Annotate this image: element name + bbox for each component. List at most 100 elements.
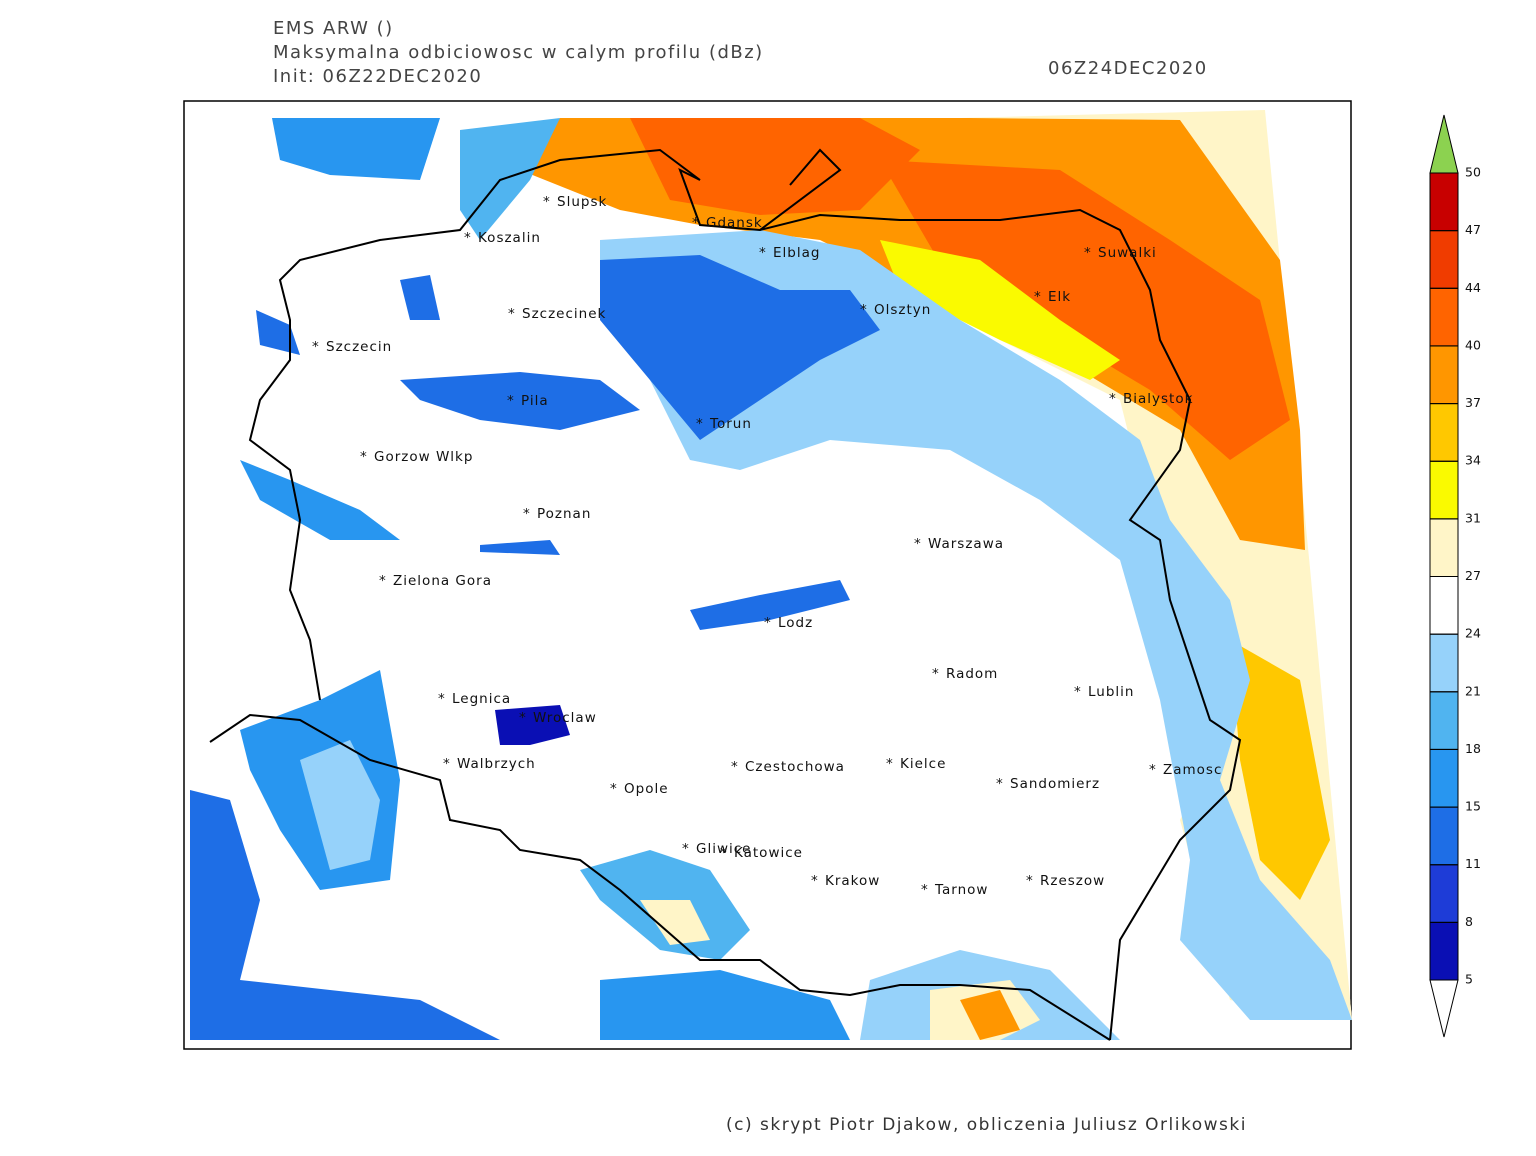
city-marker: * — [1084, 245, 1092, 261]
map-area — [183, 100, 1352, 1050]
city-marker: * — [507, 393, 515, 409]
city-marker: * — [464, 230, 472, 246]
colorbar-below — [1429, 979, 1459, 1038]
colorbar-label: 37 — [1465, 395, 1481, 410]
colorbar-band — [1429, 287, 1459, 347]
city-marker: * — [682, 841, 690, 857]
city-marker: * — [443, 756, 451, 772]
city-label: Wroclaw — [533, 710, 597, 726]
colorbar-band — [1429, 864, 1459, 923]
colorbar-label: 11 — [1465, 856, 1481, 871]
colorbar-label: 40 — [1465, 337, 1481, 352]
colorbar-above — [1429, 114, 1459, 174]
colorbar-label: 50 — [1465, 165, 1481, 180]
valid-time: 06Z24DEC2020 — [1048, 58, 1208, 79]
colorbar-label: 18 — [1465, 741, 1481, 756]
colorbar-band — [1429, 172, 1459, 232]
colorbar-band — [1429, 345, 1459, 405]
city-label: Warszawa — [928, 536, 1004, 552]
colorbar-label: 8 — [1465, 914, 1473, 929]
city-label: Olsztyn — [874, 302, 931, 318]
city-marker: * — [914, 536, 922, 552]
model-title: EMS ARW () — [273, 18, 394, 39]
colorbar-band — [1429, 576, 1459, 635]
city-label: Gdansk — [706, 215, 763, 231]
city-label: Radom — [946, 666, 998, 682]
colorbar-band — [1429, 518, 1459, 577]
city-marker: * — [610, 781, 618, 797]
city-label: Bialystok — [1123, 391, 1193, 407]
city-label: Pila — [521, 393, 549, 409]
init-time: Init: 06Z22DEC2020 — [273, 66, 482, 87]
colorbar-band — [1429, 748, 1459, 808]
city-marker: * — [886, 756, 894, 772]
city-marker: * — [523, 506, 531, 522]
colorbar-label: 34 — [1465, 453, 1481, 468]
city-label: Szczecin — [326, 339, 392, 355]
city-marker: * — [312, 339, 320, 355]
city-marker: * — [860, 302, 868, 318]
city-label: Elk — [1048, 289, 1071, 305]
city-label: Walbrzych — [457, 756, 536, 772]
city-label: Czestochowa — [745, 759, 845, 775]
city-label: Slupsk — [557, 194, 607, 210]
city-label: Gorzow Wlkp — [374, 449, 473, 465]
city-marker: * — [921, 882, 929, 898]
footer-credit: (c) skrypt Piotr Djakow, obliczenia Juli… — [726, 1115, 1247, 1135]
city-label: Koszalin — [478, 230, 541, 246]
city-marker: * — [508, 306, 516, 322]
city-label: Sandomierz — [1010, 776, 1100, 792]
city-label: Legnica — [452, 691, 511, 707]
city-label: Torun — [709, 416, 752, 432]
colorbar-band — [1429, 921, 1459, 981]
colorbar: 5 8 11 15 18 21 24 27 31 34 37 40 44 47 50 — [1429, 114, 1481, 1038]
colorbar-band — [1429, 806, 1459, 866]
city-marker: * — [731, 759, 739, 775]
city-label: Suwalki — [1098, 245, 1157, 261]
city-marker: * — [764, 615, 772, 631]
city-label: Gliwice — [696, 841, 751, 857]
city-marker: * — [932, 666, 940, 682]
city-marker: * — [996, 776, 1004, 792]
city-marker: * — [1074, 684, 1082, 700]
colorbar-band — [1429, 230, 1459, 289]
city-marker: * — [519, 710, 527, 726]
colorbar-label: 21 — [1465, 683, 1481, 698]
city-marker: * — [696, 416, 704, 432]
colorbar-label: 31 — [1465, 510, 1481, 525]
city-label: Zamosc — [1163, 762, 1222, 778]
colorbar-label: 24 — [1465, 626, 1481, 641]
city-label: Poznan — [537, 506, 591, 522]
colorbar-label: 44 — [1465, 280, 1481, 295]
city-label: Elblag — [773, 245, 820, 261]
city-label: Katowice — [734, 845, 803, 861]
city-marker: * — [759, 245, 767, 261]
colorbar-label: 5 — [1465, 972, 1473, 987]
city-marker: * — [438, 691, 446, 707]
city-marker: * — [360, 449, 368, 465]
city-label: Krakow — [825, 873, 880, 889]
city-marker: * — [1034, 289, 1042, 305]
city-marker: * — [811, 873, 819, 889]
city-label: Szczecinek — [522, 306, 606, 322]
city-marker: * — [1109, 391, 1117, 407]
city-label: Kielce — [900, 756, 946, 772]
city-marker: * — [1149, 762, 1157, 778]
colorbar-band — [1429, 460, 1459, 520]
city-label: Tarnow — [934, 882, 988, 898]
city-marker: * — [543, 194, 551, 210]
city-marker: * — [720, 845, 728, 861]
colorbar-label: 47 — [1465, 222, 1481, 237]
field-title: Maksymalna odbiciowosc w calym profilu (… — [273, 42, 764, 63]
colorbar-label: 15 — [1465, 799, 1481, 814]
colorbar-band — [1429, 403, 1459, 462]
city-marker: * — [1026, 873, 1034, 889]
colorbar-band — [1429, 691, 1459, 750]
city-marker: * — [692, 215, 700, 231]
city-label: Zielona Gora — [393, 573, 492, 589]
colorbar-label: 27 — [1465, 568, 1481, 583]
colorbar-band — [1429, 633, 1459, 693]
city-label: Lublin — [1088, 684, 1134, 700]
city-labels: * Slupsk * Koszalin * Gdansk * Elblag * Suwalki * E… — [312, 194, 1222, 898]
